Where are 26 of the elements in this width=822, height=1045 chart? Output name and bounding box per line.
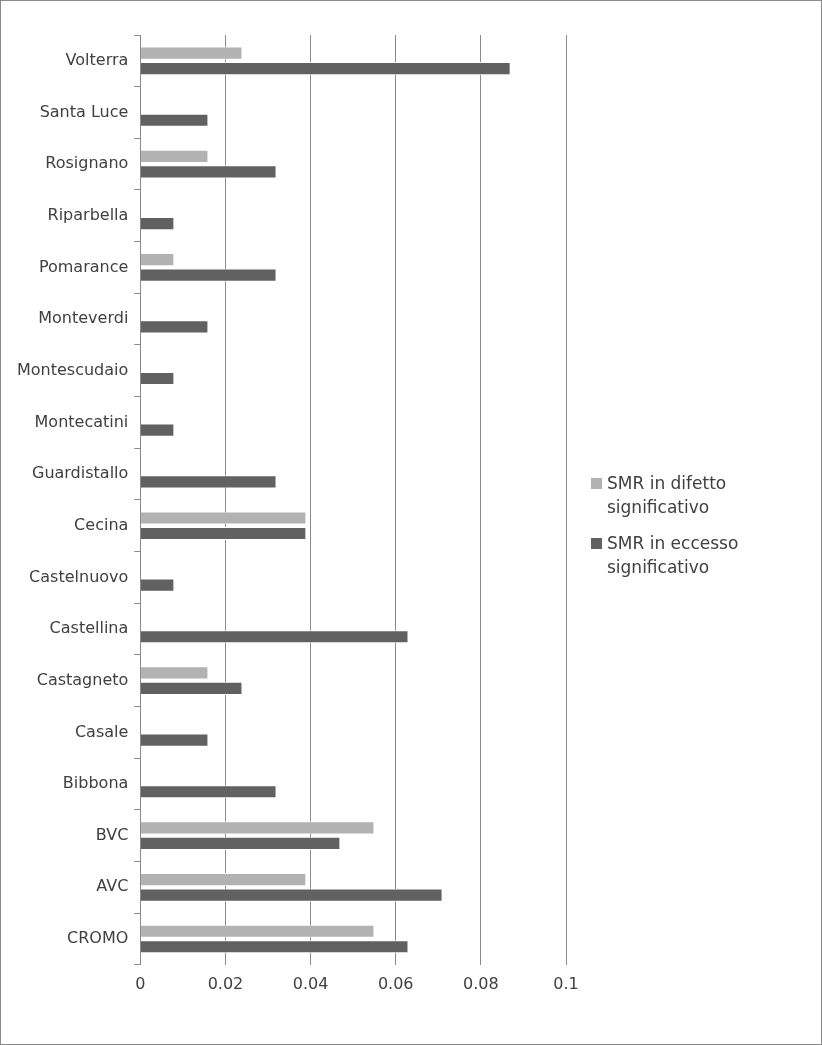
y-tick-label: Santa Luce (39, 101, 129, 121)
y-tick-label: Volterra (65, 49, 129, 69)
legend-label: SMR in eccesso significativo (607, 532, 740, 579)
y-tick-label: Montescudaio (16, 359, 129, 379)
y-tick-label: BVC (95, 824, 129, 844)
y-tick-label: Casale (74, 721, 129, 741)
y-tick-label: Castelnuovo (29, 566, 129, 586)
y-tick-label: Pomarance (38, 256, 129, 276)
x-tick-label: 0.04 (292, 973, 329, 993)
legend-label: SMR in difetto significativo (607, 472, 728, 519)
x-tick-label: 0.06 (377, 973, 414, 993)
y-tick-label: CROMO (67, 928, 129, 948)
y-tick-label: Monteverdi (38, 308, 129, 328)
y-tick-label: AVC (96, 876, 129, 896)
y-tick-label: Rosignano (45, 153, 129, 173)
x-tick-label: 0.1 (553, 973, 579, 993)
y-tick-label: Cecina (74, 514, 129, 534)
x-tick-label: 0.02 (207, 973, 244, 993)
y-tick-label: Castellina (49, 618, 129, 638)
y-tick-label: Montecatini (34, 411, 129, 431)
y-tick-label: Guardistallo (31, 463, 129, 483)
y-tick-label: Riparbella (47, 204, 129, 224)
x-tick-label: 0.08 (463, 973, 499, 993)
x-tick-label: 0 (135, 973, 146, 993)
y-tick-label: Castagneto (36, 669, 129, 689)
y-tick-label: Bibbona (62, 773, 129, 793)
